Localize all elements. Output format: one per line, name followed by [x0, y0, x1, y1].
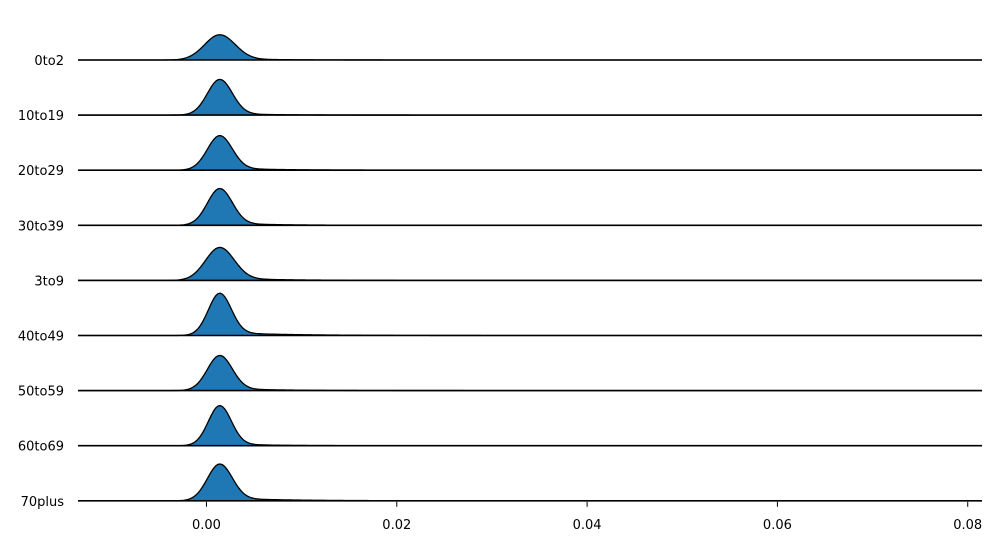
y-tick-label-3to9: 3to9 [34, 274, 64, 289]
x-tick-label: 0.08 [953, 518, 982, 533]
ridge-area-30to39 [78, 188, 982, 226]
y-tick-label-50to59: 50to59 [18, 385, 64, 400]
y-tick-label-0to2: 0to2 [34, 54, 64, 69]
y-tick-label-40to49: 40to49 [18, 330, 64, 345]
y-tick-label-10to19: 10to19 [18, 109, 64, 124]
y-tick-label-70plus: 70plus [21, 495, 65, 510]
ridge-area-10to19 [78, 79, 982, 116]
ridge-area-20to29 [78, 135, 982, 171]
x-tick-label: 0.06 [763, 518, 792, 533]
ridge-area-70plus [78, 463, 982, 501]
y-tick-labels: 0to2 10to19 20to29 30to39 3to9 40to49 50to59 60… [18, 54, 64, 510]
ridge-area-50to59 [78, 355, 982, 391]
ridge-area-0to2 [78, 34, 982, 60]
y-tick-label-30to39: 30to39 [18, 219, 64, 234]
y-tick-label-60to69: 60to69 [18, 440, 64, 455]
x-tick-label: 0.00 [192, 518, 221, 533]
ridges-group [78, 34, 982, 502]
y-tick-label-20to29: 20to29 [18, 164, 64, 179]
x-tick-label: 0.04 [573, 518, 602, 533]
x-axis: 0.00 0.02 0.04 0.06 0.08 [192, 501, 982, 533]
ridge-area-3to9 [78, 247, 982, 281]
x-tick-label: 0.02 [382, 518, 411, 533]
